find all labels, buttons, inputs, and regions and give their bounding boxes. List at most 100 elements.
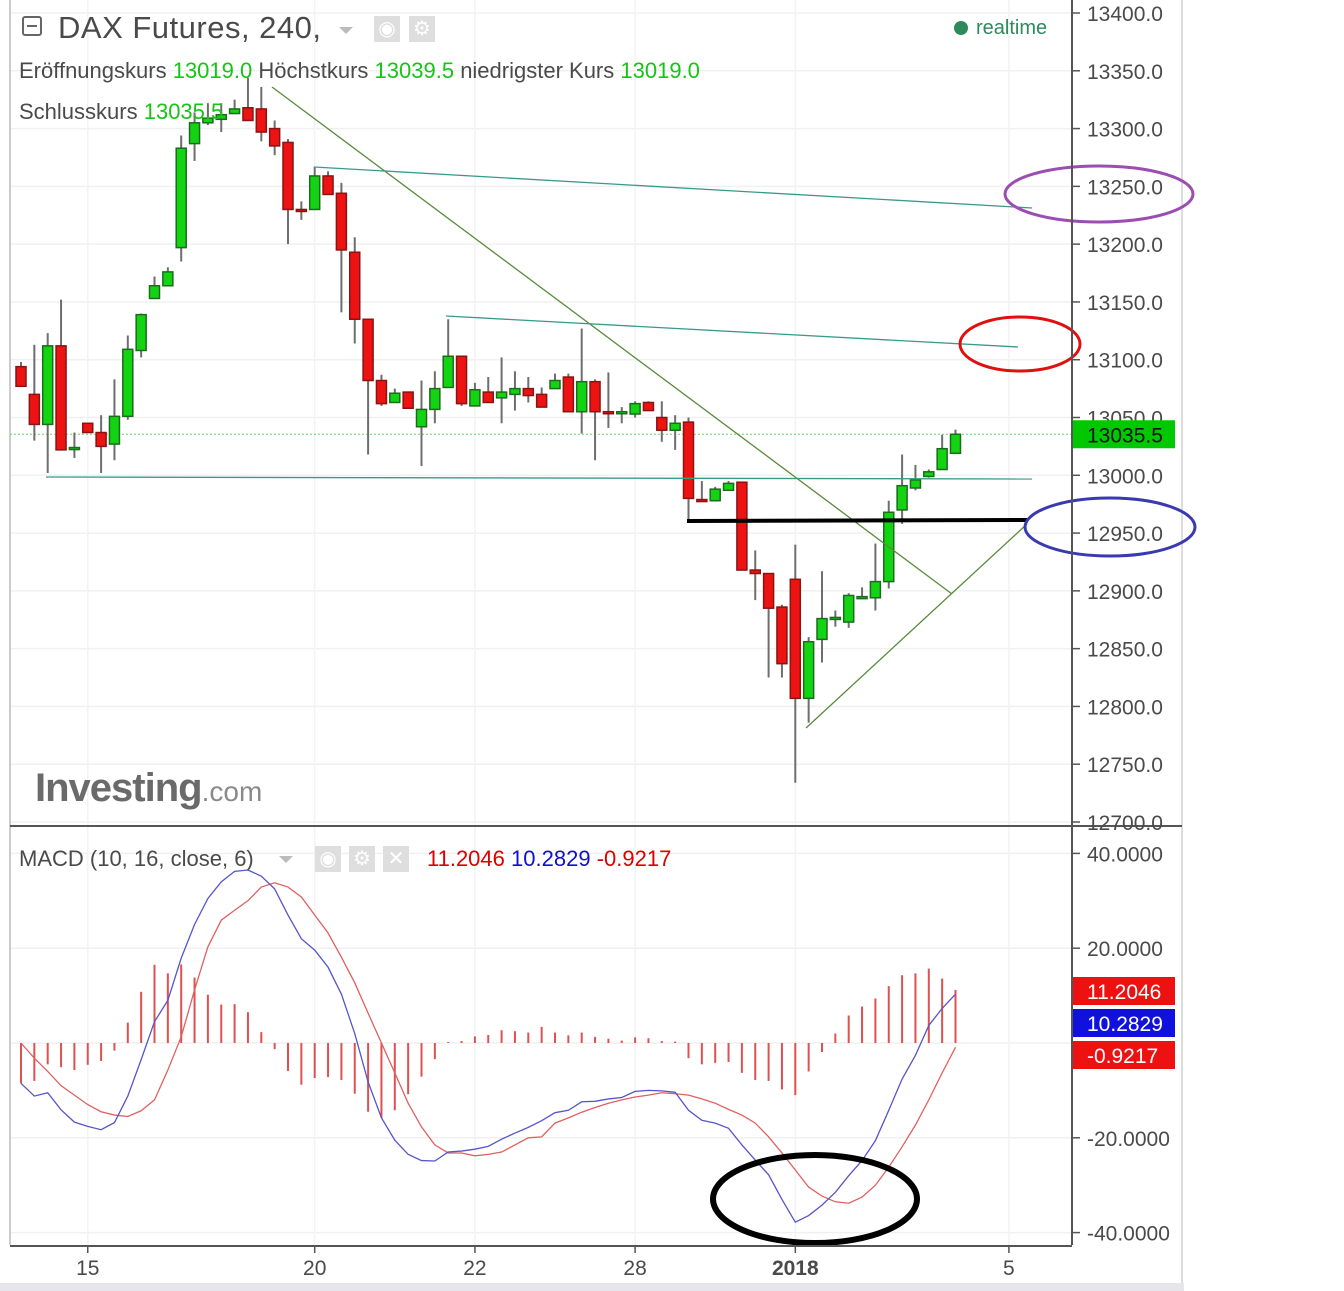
candle [629, 401, 641, 418]
candle-body-up [869, 580, 882, 599]
candle-body-up [442, 355, 454, 389]
candle-body-up [802, 640, 815, 700]
candle-body-up [495, 391, 508, 399]
candle [442, 319, 454, 389]
candle-body-down [55, 345, 67, 451]
axis-value-labels: 13035.5 11.2046 10.2829 -0.9217 [1073, 420, 1175, 1069]
macd-lines [20, 869, 957, 1224]
candle-body-down [562, 376, 575, 413]
candle [495, 357, 508, 424]
candle [122, 335, 134, 420]
candle [602, 372, 615, 428]
collapse-icon[interactable] [22, 16, 42, 36]
candle [909, 464, 922, 491]
candle [669, 415, 681, 450]
candle [349, 237, 361, 344]
candle [255, 86, 268, 142]
candle [642, 401, 655, 412]
price-tick-label: 13000.0 [1087, 465, 1163, 488]
candle [15, 362, 27, 388]
price-tick-label: 13350.0 [1087, 61, 1163, 84]
macd-axis-label-box [1073, 1009, 1175, 1037]
candle [389, 388, 401, 404]
time-tick-label: 22 [463, 1257, 486, 1280]
candle [295, 201, 308, 220]
candle-body-down [482, 391, 494, 404]
candle-body-up [629, 402, 641, 415]
candle-body-up [175, 147, 187, 249]
candle-body-up [816, 617, 828, 641]
candle [82, 422, 94, 434]
candle [215, 103, 227, 133]
bottom-scrollbar[interactable] [0, 1283, 1184, 1291]
candle [762, 572, 775, 678]
macd-axis[interactable]: 40.0000 20.0000 -20.0000 -40.0000 [1072, 843, 1170, 1246]
circle-annotation-blue [1023, 496, 1197, 558]
gear-icon[interactable]: ⚙ [409, 16, 435, 42]
macd-value: 10.2829 [511, 846, 591, 871]
candle [509, 371, 521, 411]
histogram-axis-label: 11.2046 [1087, 981, 1161, 1004]
price-tick-label: 12900.0 [1087, 581, 1163, 604]
candle [322, 171, 334, 196]
investing-logo: Investing.com [35, 766, 262, 811]
candle [41, 333, 54, 473]
candle-body-down [335, 192, 348, 251]
price-tick-label: 12800.0 [1087, 696, 1163, 719]
candle-body-up [923, 471, 935, 478]
chevron-down-icon[interactable] [339, 27, 353, 34]
chart-title: DAX Futures, 240, [58, 10, 322, 45]
eye-icon[interactable]: ◉ [374, 16, 400, 42]
resistance-line-middle [445, 315, 1019, 348]
candle [722, 481, 735, 492]
last-price-label-box [1073, 420, 1175, 449]
candle-body-up [429, 387, 441, 411]
candle-body-down [82, 422, 94, 434]
macd-values: 11.2046 10.2829 -0.9217 [427, 846, 671, 872]
candle-body-down [402, 391, 414, 410]
time-tick-label: 20 [303, 1257, 326, 1280]
candle-body-down [522, 387, 535, 397]
candle-body-up [936, 447, 948, 471]
price-tick-label: 13200.0 [1087, 234, 1163, 257]
open-label: Eröffnungskurs [19, 58, 167, 83]
candle [789, 544, 802, 783]
candle [842, 593, 855, 628]
candle-body-down [15, 365, 27, 388]
candle [949, 429, 962, 455]
price-tick-label: 13150.0 [1087, 292, 1163, 315]
logo-suffix: .com [201, 776, 263, 807]
candle-body-up [616, 410, 628, 415]
macd-axis-label: 10.2829 [1087, 1013, 1163, 1036]
candle-body-down [295, 208, 308, 213]
candle-body-up [188, 122, 201, 145]
candle-body-up [909, 479, 922, 489]
candle-body-down [789, 578, 802, 700]
eye-icon[interactable]: ◉ [315, 846, 341, 872]
macd-title: MACD (10, 16, close, 6) [19, 846, 254, 871]
realtime-status: realtime [954, 17, 1047, 40]
candle [682, 417, 695, 523]
candle-body-down [255, 108, 268, 133]
signal-value: -0.9217 [596, 846, 672, 871]
candle [242, 77, 254, 122]
close-icon[interactable]: ✕ [383, 846, 409, 872]
time-tick-label: 15 [76, 1257, 99, 1280]
candle-body-down [749, 569, 761, 575]
ohlc-row-1: Eröffnungskurs 13019.0 Höchstkurs 13039.… [19, 58, 700, 84]
candle-body-up [896, 484, 908, 511]
candle [188, 112, 201, 161]
candle [936, 434, 948, 471]
candle [736, 481, 748, 571]
candle [175, 135, 187, 262]
time-axis[interactable]: 15 20 22 28 2018 5 [76, 1246, 1015, 1280]
low-value: 13019.0 [620, 58, 700, 83]
candle [709, 486, 721, 502]
candle-body-up [709, 488, 721, 502]
chevron-down-icon[interactable] [279, 856, 293, 863]
candle-body-up [308, 175, 321, 211]
price-tick-label: 12750.0 [1087, 754, 1163, 777]
candle [108, 379, 121, 461]
gear-icon[interactable]: ⚙ [349, 846, 375, 872]
